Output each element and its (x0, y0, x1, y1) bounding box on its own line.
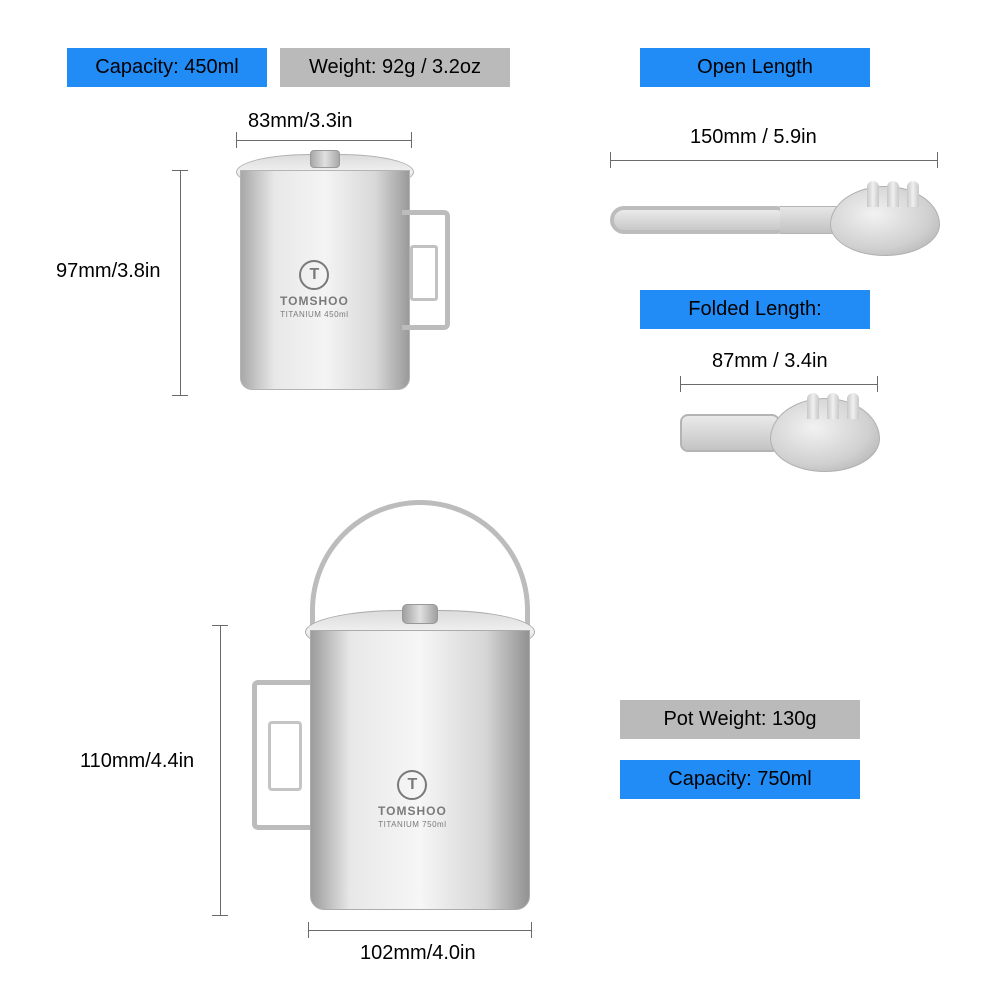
folded-length-badge: Folded Length: (640, 290, 870, 329)
spork-tine (807, 393, 819, 419)
pot750-height-line (220, 625, 221, 915)
spork-tine (907, 181, 919, 207)
spork-folded-line (680, 384, 878, 385)
pot-capacity-badge: Capacity: 750ml (620, 760, 860, 799)
spork-open (610, 180, 940, 260)
cup-450ml: T TOMSHOO TITANIUM 450ml (210, 140, 450, 400)
cup450-width-label: 83mm/3.3in (248, 110, 353, 133)
dim-cap (610, 152, 611, 168)
spork-head (830, 186, 940, 256)
pot750-width-line (308, 930, 532, 931)
brand-icon: T (397, 770, 427, 800)
pot-logo: T TOMSHOO TITANIUM 750ml (378, 770, 447, 829)
brand-text: TOMSHOO (378, 804, 447, 818)
pot-side-handle (252, 680, 310, 830)
cup450-height-label: 97mm/3.8in (56, 260, 161, 283)
brand-icon: T (299, 260, 329, 290)
weight-450-badge: Weight: 92g / 3.2oz (280, 48, 510, 87)
brand-subtext: TITANIUM 450ml (280, 310, 349, 319)
cup-logo: T TOMSHOO TITANIUM 450ml (280, 260, 349, 319)
dim-cap (937, 152, 938, 168)
brand-text: TOMSHOO (280, 294, 349, 308)
spork-handle (610, 206, 790, 234)
dim-cap (308, 922, 309, 938)
spork-folded (680, 390, 880, 480)
spork-tine (867, 181, 879, 207)
spork-folded-dim: 87mm / 3.4in (712, 350, 828, 373)
dim-cap (212, 915, 228, 916)
pot750-height-label: 110mm/4.4in (80, 750, 194, 773)
pot-weight-badge: Pot Weight: 130g (620, 700, 860, 739)
dim-cap (172, 170, 188, 171)
spork-tine (887, 181, 899, 207)
cup-lid-knob (310, 150, 340, 168)
spork-tine (827, 393, 839, 419)
dim-cap (172, 395, 188, 396)
cup-handle (402, 210, 450, 330)
spork-folded-head (770, 398, 880, 472)
pot-750ml: T TOMSHOO TITANIUM 750ml (270, 500, 570, 930)
dim-cap (531, 922, 532, 938)
dim-cap (212, 625, 228, 626)
spork-open-dim: 150mm / 5.9in (690, 126, 817, 149)
cup450-height-line (180, 170, 181, 395)
capacity-450-badge: Capacity: 450ml (67, 48, 267, 87)
spork-open-line (610, 160, 938, 161)
pot750-width-label: 102mm/4.0in (360, 942, 476, 965)
pot-lid-knob (402, 604, 438, 624)
brand-subtext: TITANIUM 750ml (378, 820, 447, 829)
open-length-badge: Open Length (640, 48, 870, 87)
spork-tine (847, 393, 859, 419)
spork-folded-handle (680, 414, 780, 452)
